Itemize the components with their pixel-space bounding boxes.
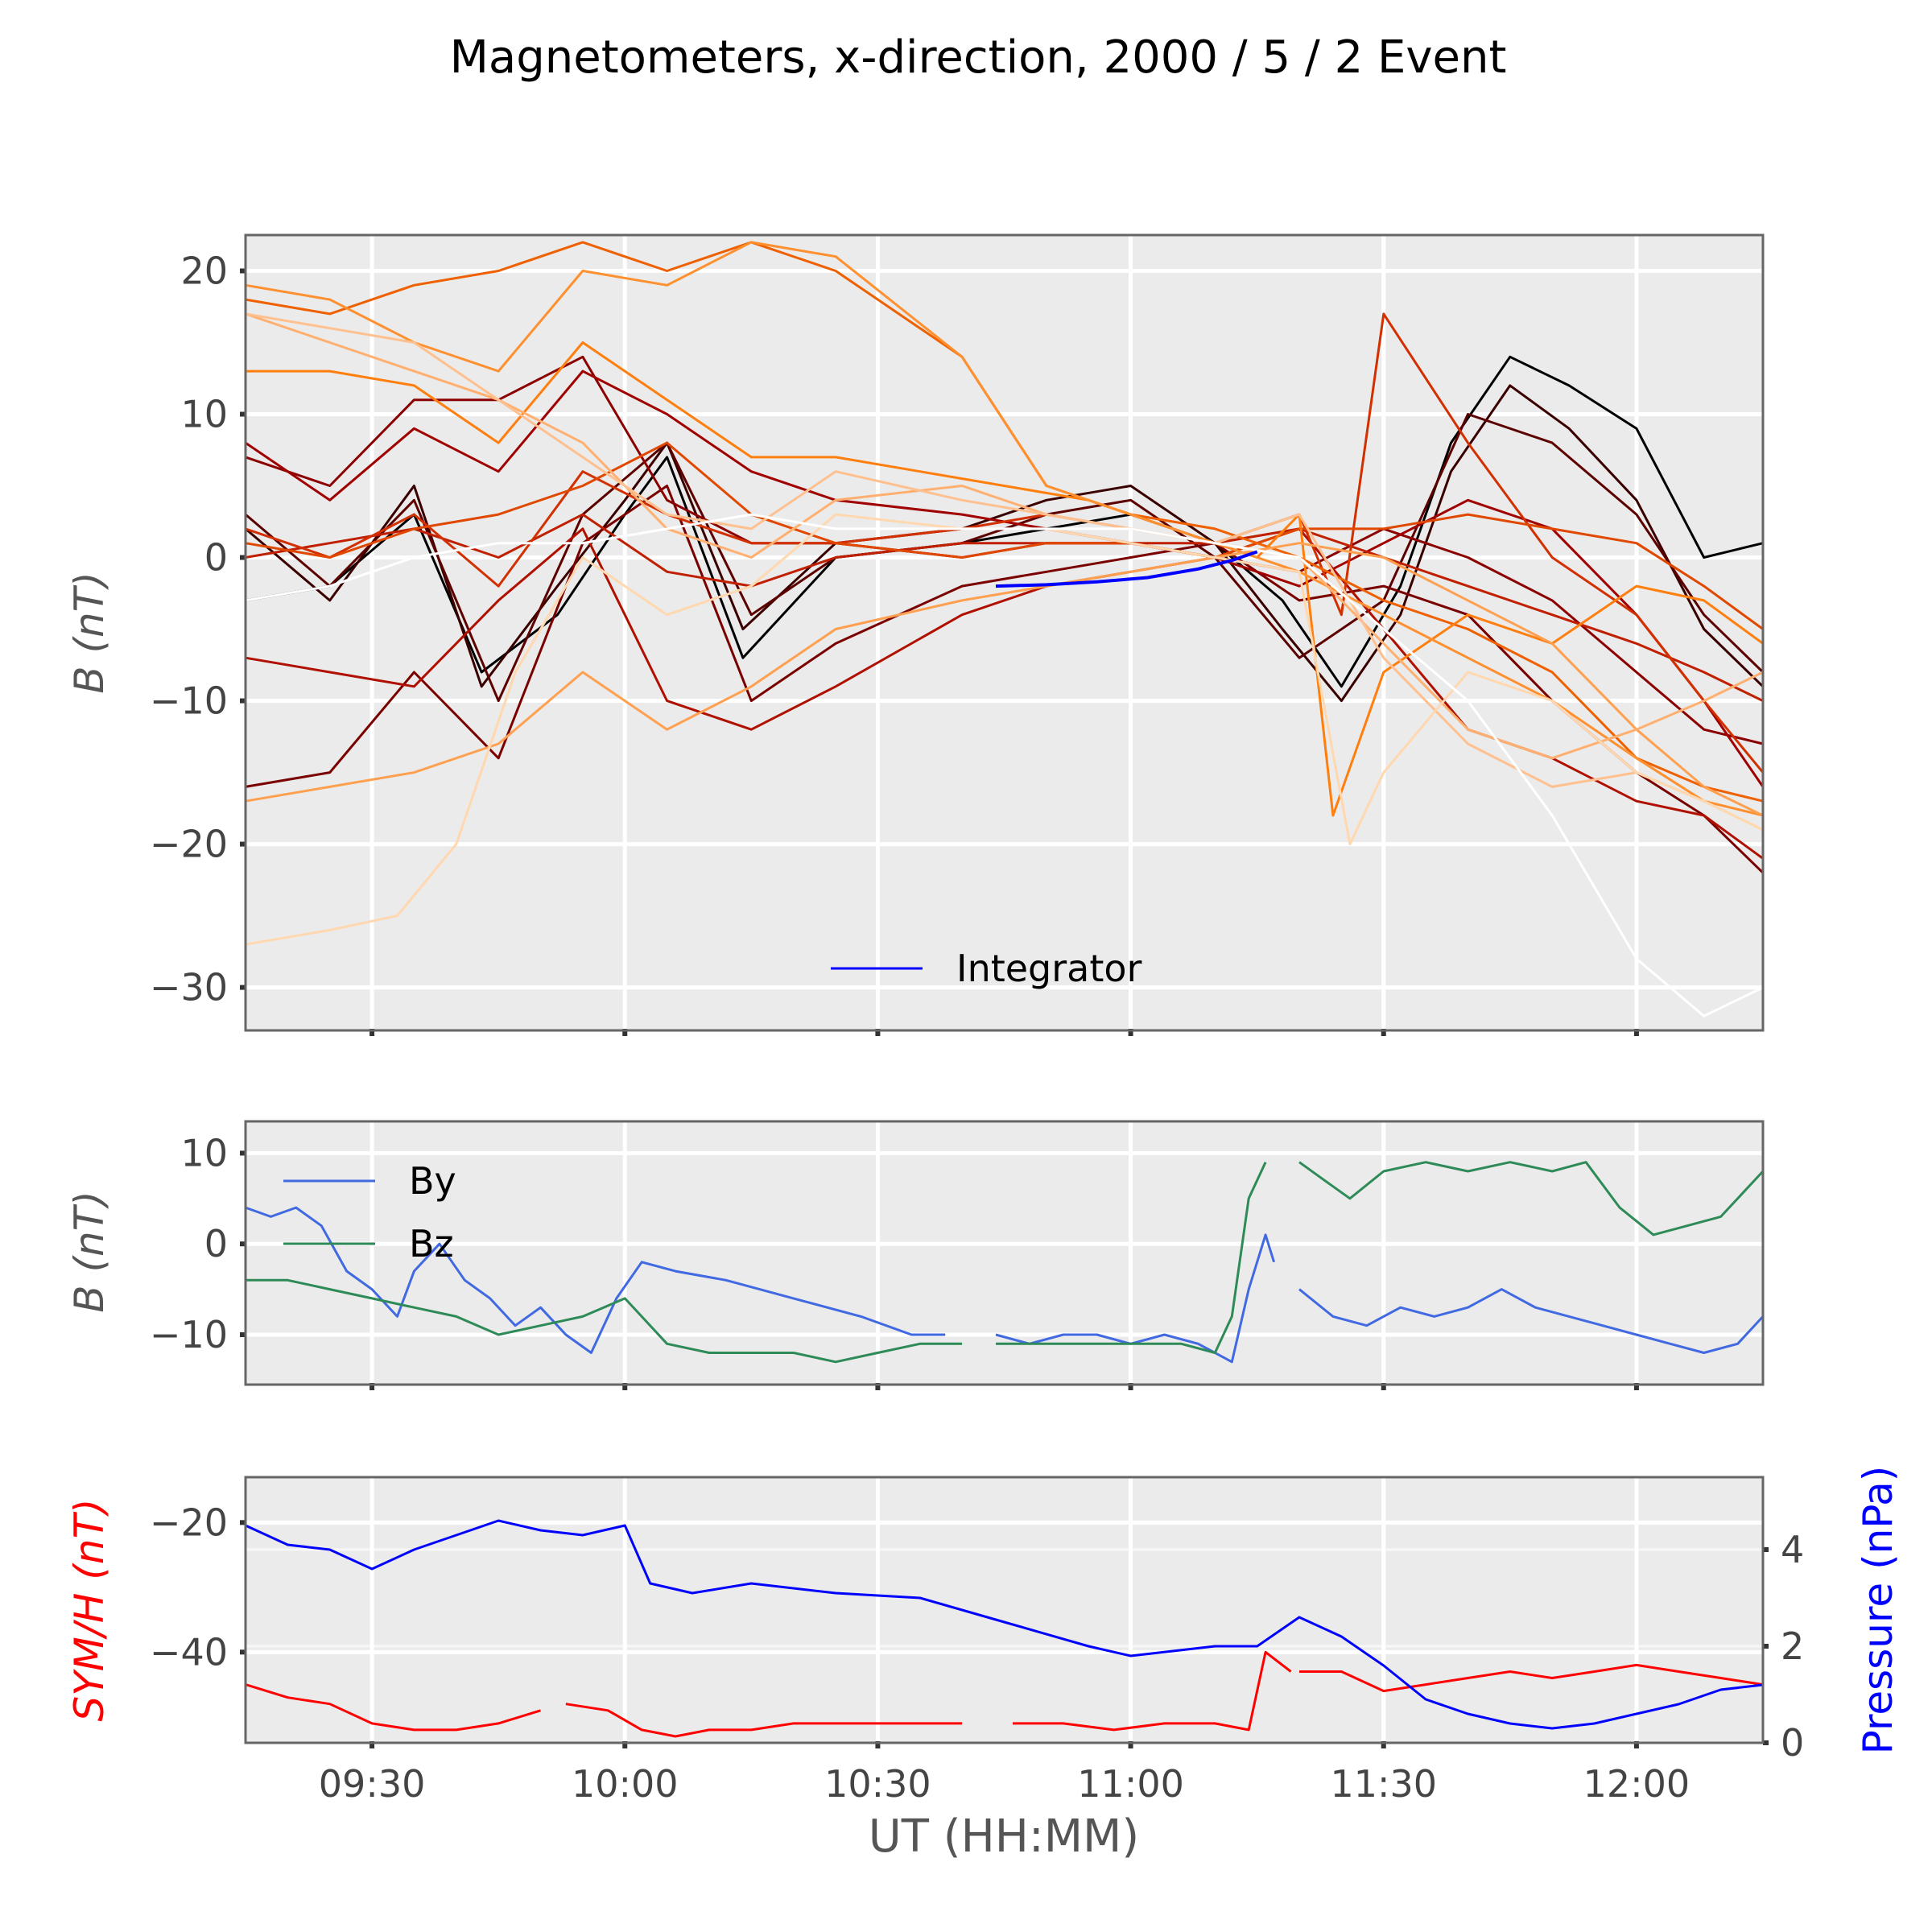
station-line xyxy=(245,384,1765,703)
y-tick-label-right: 4 xyxy=(1781,1528,1804,1571)
panel3-ylabel: SYM/H (nT) xyxy=(66,1498,113,1721)
legend-bz-label: Bz xyxy=(409,1222,454,1265)
panel3-background xyxy=(246,1477,1763,1743)
panel-imf-by-bz: 10 0 −10 By Bz B (nT) xyxy=(66,1120,1765,1390)
station-line xyxy=(245,441,1764,630)
panel3-y-ticks: −20 −40 xyxy=(150,1501,246,1674)
panel1-lines xyxy=(245,241,1765,1018)
station-line xyxy=(245,312,1764,832)
y-tick-label: −20 xyxy=(150,1501,228,1544)
panel2-ylabel: B (nT) xyxy=(66,1191,113,1312)
x-tick-labels: 09:30 10:00 10:30 11:00 11:30 12:00 xyxy=(319,1762,1690,1806)
series-line-integrator xyxy=(995,550,1258,588)
y-tick-label: 10 xyxy=(180,393,228,436)
panel-magnetometers-x: 20 10 0 −10 −20 −30 Integrator B (nT) xyxy=(66,233,1765,1036)
series-line-pressure xyxy=(245,1519,1764,1730)
panel1-background xyxy=(246,235,1763,1030)
x-tick-label: 11:30 xyxy=(1330,1762,1437,1806)
legend-integrator-label: Integrator xyxy=(956,947,1142,990)
panel3-right-y-ticks: 4 2 0 xyxy=(1763,1528,1804,1765)
legend-by-label: By xyxy=(409,1159,456,1203)
x-tick-label: 09:30 xyxy=(319,1762,426,1806)
panel1-y-ticks: 20 10 0 −10 −20 −30 xyxy=(150,250,246,1009)
x-tick-label: 10:00 xyxy=(572,1762,679,1806)
panel3-lines xyxy=(245,1519,1764,1738)
y-tick-label: −10 xyxy=(150,679,228,723)
figure-title: Magnetometers, x-direction, 2000 / 5 / 2… xyxy=(450,31,1507,84)
y-tick-label: −10 xyxy=(150,1313,228,1356)
y-tick-label: −40 xyxy=(150,1630,228,1674)
y-tick-label-right: 2 xyxy=(1781,1624,1804,1668)
series-line-sym-h xyxy=(245,1683,541,1732)
y-tick-label: −20 xyxy=(150,823,228,866)
panel1-frame xyxy=(244,233,1765,1032)
panel2-background xyxy=(246,1121,1763,1385)
x-tick-label: 12:00 xyxy=(1583,1762,1690,1806)
x-tick-label: 11:00 xyxy=(1077,1762,1184,1806)
panel1-ylabel: B (nT) xyxy=(66,572,113,693)
x-axis-label: UT (HH:MM) xyxy=(869,1810,1139,1863)
series-line-by xyxy=(245,1206,946,1354)
y-tick-label-right: 0 xyxy=(1781,1721,1804,1765)
panel3-ylabel-right: Pressure (nPa) xyxy=(1855,1466,1901,1755)
panel2-frame xyxy=(244,1120,1765,1386)
y-tick-label: 10 xyxy=(180,1131,228,1174)
series-line-by xyxy=(995,1233,1276,1364)
x-tick-label: 10:30 xyxy=(824,1762,931,1806)
series-line-bz xyxy=(1298,1161,1765,1236)
panel2-y-ticks: 10 0 −10 xyxy=(150,1131,246,1356)
panel3-frame xyxy=(244,1476,1765,1744)
y-tick-label: 0 xyxy=(204,536,228,580)
y-tick-label: 0 xyxy=(204,1222,228,1265)
series-line-sym-h xyxy=(565,1703,963,1738)
series-line-by xyxy=(1298,1288,1765,1354)
series-line-sym-h xyxy=(1013,1650,1292,1732)
series-line-bz xyxy=(246,1278,963,1364)
y-tick-label: 20 xyxy=(180,250,228,293)
series-line-bz xyxy=(996,1162,1267,1354)
y-tick-label: −30 xyxy=(150,966,228,1009)
panel2-lines xyxy=(245,1161,1765,1364)
panel2-legend: By Bz xyxy=(283,1159,456,1265)
panel-symh-pressure: −20 −40 4 2 0 SYM/H (nT) Pressure (nPa) xyxy=(66,1466,1901,1765)
station-line xyxy=(245,513,1764,1018)
series-line-sym-h xyxy=(1299,1663,1764,1693)
panel1-legend: Integrator xyxy=(831,947,1142,990)
